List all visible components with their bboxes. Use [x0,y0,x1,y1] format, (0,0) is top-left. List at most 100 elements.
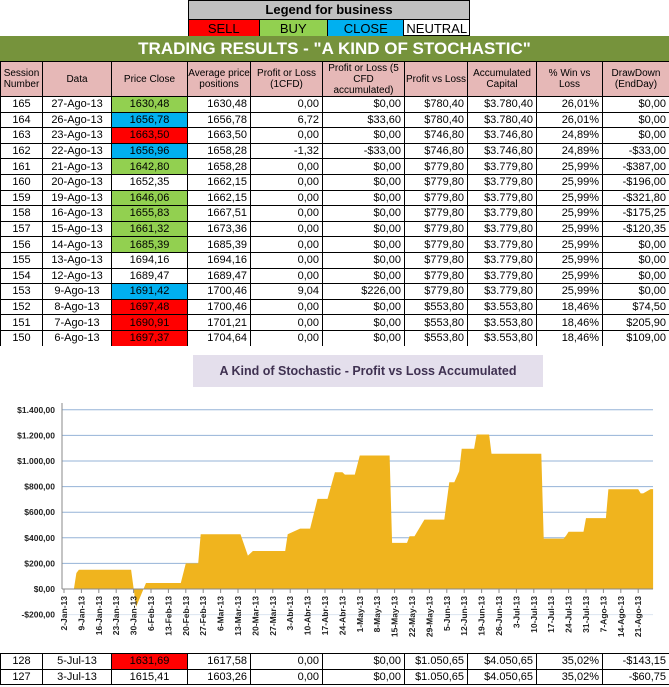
table-cell[interactable]: -$33,00 [322,142,405,160]
table-cell[interactable]: 1615,41 [111,668,188,686]
table-cell[interactable]: $0,00 [322,96,405,113]
table-cell[interactable]: 163 [0,127,43,144]
table-cell[interactable]: 1652,35 [111,173,188,191]
table-cell[interactable]: 1690,91 [111,314,188,331]
table-cell[interactable]: $0,00 [322,158,405,175]
table-cell[interactable]: $0,00 [602,127,669,144]
table-cell[interactable]: $3.779,80 [467,236,537,253]
table-cell[interactable]: 0,00 [250,236,323,253]
table-cell[interactable]: 152 [0,298,43,316]
table-cell[interactable]: $109,00 [602,329,669,347]
table-cell[interactable]: 1603,26 [187,668,251,686]
table-cell[interactable]: $3.553,80 [467,329,537,347]
table-cell[interactable]: -$143,15 [602,653,669,670]
table-cell[interactable]: $0,00 [322,298,405,316]
table-cell[interactable]: $0,00 [602,283,669,300]
table-cell[interactable]: $0,00 [322,236,405,253]
table-cell[interactable]: $1.050,65 [404,653,468,670]
table-cell[interactable]: 128 [0,653,43,670]
table-cell[interactable]: 153 [0,283,43,300]
table-cell[interactable]: 18,46% [536,298,603,316]
table-cell[interactable]: 164 [0,111,43,129]
table-cell[interactable]: 1704,64 [187,329,251,347]
table-cell[interactable]: 1656,96 [111,142,188,160]
table-cell[interactable]: 24,89% [536,142,603,160]
table-cell[interactable]: -$196,00 [602,173,669,191]
table-cell[interactable]: 1663,50 [111,127,188,144]
table-cell[interactable]: 159 [0,189,43,207]
table-cell[interactable]: 158 [0,205,43,222]
table-cell[interactable]: 0,00 [250,158,323,175]
table-cell[interactable]: 19-Ago-13 [42,189,112,207]
table-cell[interactable]: -$387,00 [602,158,669,175]
table-cell[interactable]: 0,00 [250,653,323,670]
table-cell[interactable]: $779,80 [404,236,468,253]
table-cell[interactable]: $3.746,80 [467,142,537,160]
table-cell[interactable]: $33,60 [322,111,405,129]
table-cell[interactable]: 0,00 [250,220,323,238]
table-cell[interactable]: -$60,75 [602,668,669,686]
table-cell[interactable]: $779,80 [404,251,468,269]
table-cell[interactable]: 1662,15 [187,173,251,191]
table-cell[interactable]: 1700,46 [187,283,251,300]
table-cell[interactable]: 15-Ago-13 [42,220,112,238]
table-cell[interactable]: $780,40 [404,111,468,129]
table-cell[interactable]: 6-Ago-13 [42,329,112,347]
table-cell[interactable]: $3.553,80 [467,298,537,316]
table-cell[interactable]: 25,99% [536,220,603,238]
table-cell[interactable]: $0,00 [322,220,405,238]
table-cell[interactable]: 0,00 [250,189,323,207]
table-cell[interactable]: $3.779,80 [467,283,537,300]
table-cell[interactable]: 1663,50 [187,127,251,144]
table-cell[interactable]: -$321,80 [602,189,669,207]
table-cell[interactable]: $0,00 [602,267,669,285]
table-cell[interactable]: $0,00 [322,267,405,285]
table-cell[interactable]: 9,04 [250,283,323,300]
table-cell[interactable]: 18,46% [536,329,603,347]
table-cell[interactable]: 12-Ago-13 [42,267,112,285]
table-cell[interactable]: $3.780,40 [467,96,537,113]
table-cell[interactable]: $0,00 [322,668,405,686]
table-cell[interactable]: $3.779,80 [467,267,537,285]
table-cell[interactable]: 157 [0,220,43,238]
table-cell[interactable]: $3.553,80 [467,314,537,331]
table-cell[interactable]: $0,00 [602,251,669,269]
table-cell[interactable]: $3.780,40 [467,111,537,129]
table-cell[interactable]: $3.779,80 [467,220,537,238]
table-cell[interactable]: 21-Ago-13 [42,158,112,175]
table-cell[interactable]: 1694,16 [111,251,188,269]
table-cell[interactable]: 1685,39 [187,236,251,253]
table-cell[interactable]: $780,40 [404,96,468,113]
table-cell[interactable]: 165 [0,96,43,113]
table-cell[interactable]: $205,90 [602,314,669,331]
table-cell[interactable]: $3.779,80 [467,251,537,269]
table-cell[interactable]: 1697,48 [111,298,188,316]
table-cell[interactable]: 25,99% [536,251,603,269]
table-cell[interactable]: $779,80 [404,283,468,300]
table-cell[interactable]: 35,02% [536,668,603,686]
table-cell[interactable]: 1617,58 [187,653,251,670]
table-cell[interactable]: 150 [0,329,43,347]
table-cell[interactable]: 1630,48 [187,96,251,113]
table-cell[interactable]: $4.050,65 [467,653,537,670]
table-cell[interactable]: 1689,47 [187,267,251,285]
table-cell[interactable]: 24,89% [536,127,603,144]
table-cell[interactable]: $0,00 [322,127,405,144]
table-cell[interactable]: 0,00 [250,668,323,686]
table-cell[interactable]: -$120,35 [602,220,669,238]
table-cell[interactable]: 154 [0,267,43,285]
table-cell[interactable]: $0,00 [602,236,669,253]
table-cell[interactable]: $74,50 [602,298,669,316]
table-cell[interactable]: 27-Ago-13 [42,96,112,113]
table-cell[interactable]: $779,80 [404,267,468,285]
table-cell[interactable]: 9-Ago-13 [42,283,112,300]
table-cell[interactable]: 6,72 [250,111,323,129]
table-cell[interactable]: $0,00 [602,96,669,113]
table-cell[interactable]: 1689,47 [111,267,188,285]
table-cell[interactable]: 0,00 [250,267,323,285]
table-cell[interactable]: 1685,39 [111,236,188,253]
table-cell[interactable]: 1701,21 [187,314,251,331]
table-cell[interactable]: 25,99% [536,205,603,222]
table-cell[interactable]: $779,80 [404,189,468,207]
table-cell[interactable]: 25,99% [536,236,603,253]
